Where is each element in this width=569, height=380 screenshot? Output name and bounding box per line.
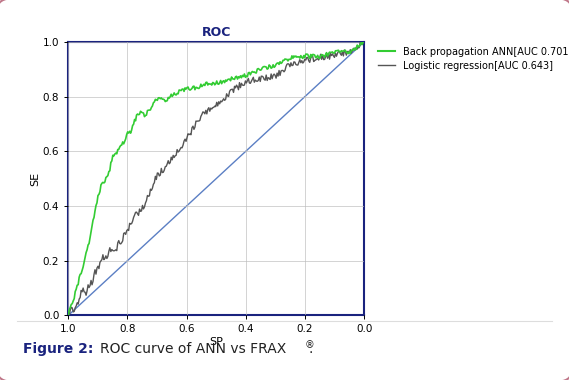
Y-axis label: SE: SE: [30, 171, 40, 186]
Text: .: .: [308, 342, 313, 356]
Text: Figure 2:: Figure 2:: [23, 342, 93, 356]
Title: ROC: ROC: [201, 26, 231, 39]
Text: ROC curve of ANN vs FRAX: ROC curve of ANN vs FRAX: [100, 342, 286, 356]
Text: ®: ®: [304, 340, 314, 350]
X-axis label: SP: SP: [209, 337, 223, 347]
Legend: Back propagation ANN[AUC 0.701], Logistic regression[AUC 0.643]: Back propagation ANN[AUC 0.701], Logisti…: [378, 47, 569, 71]
